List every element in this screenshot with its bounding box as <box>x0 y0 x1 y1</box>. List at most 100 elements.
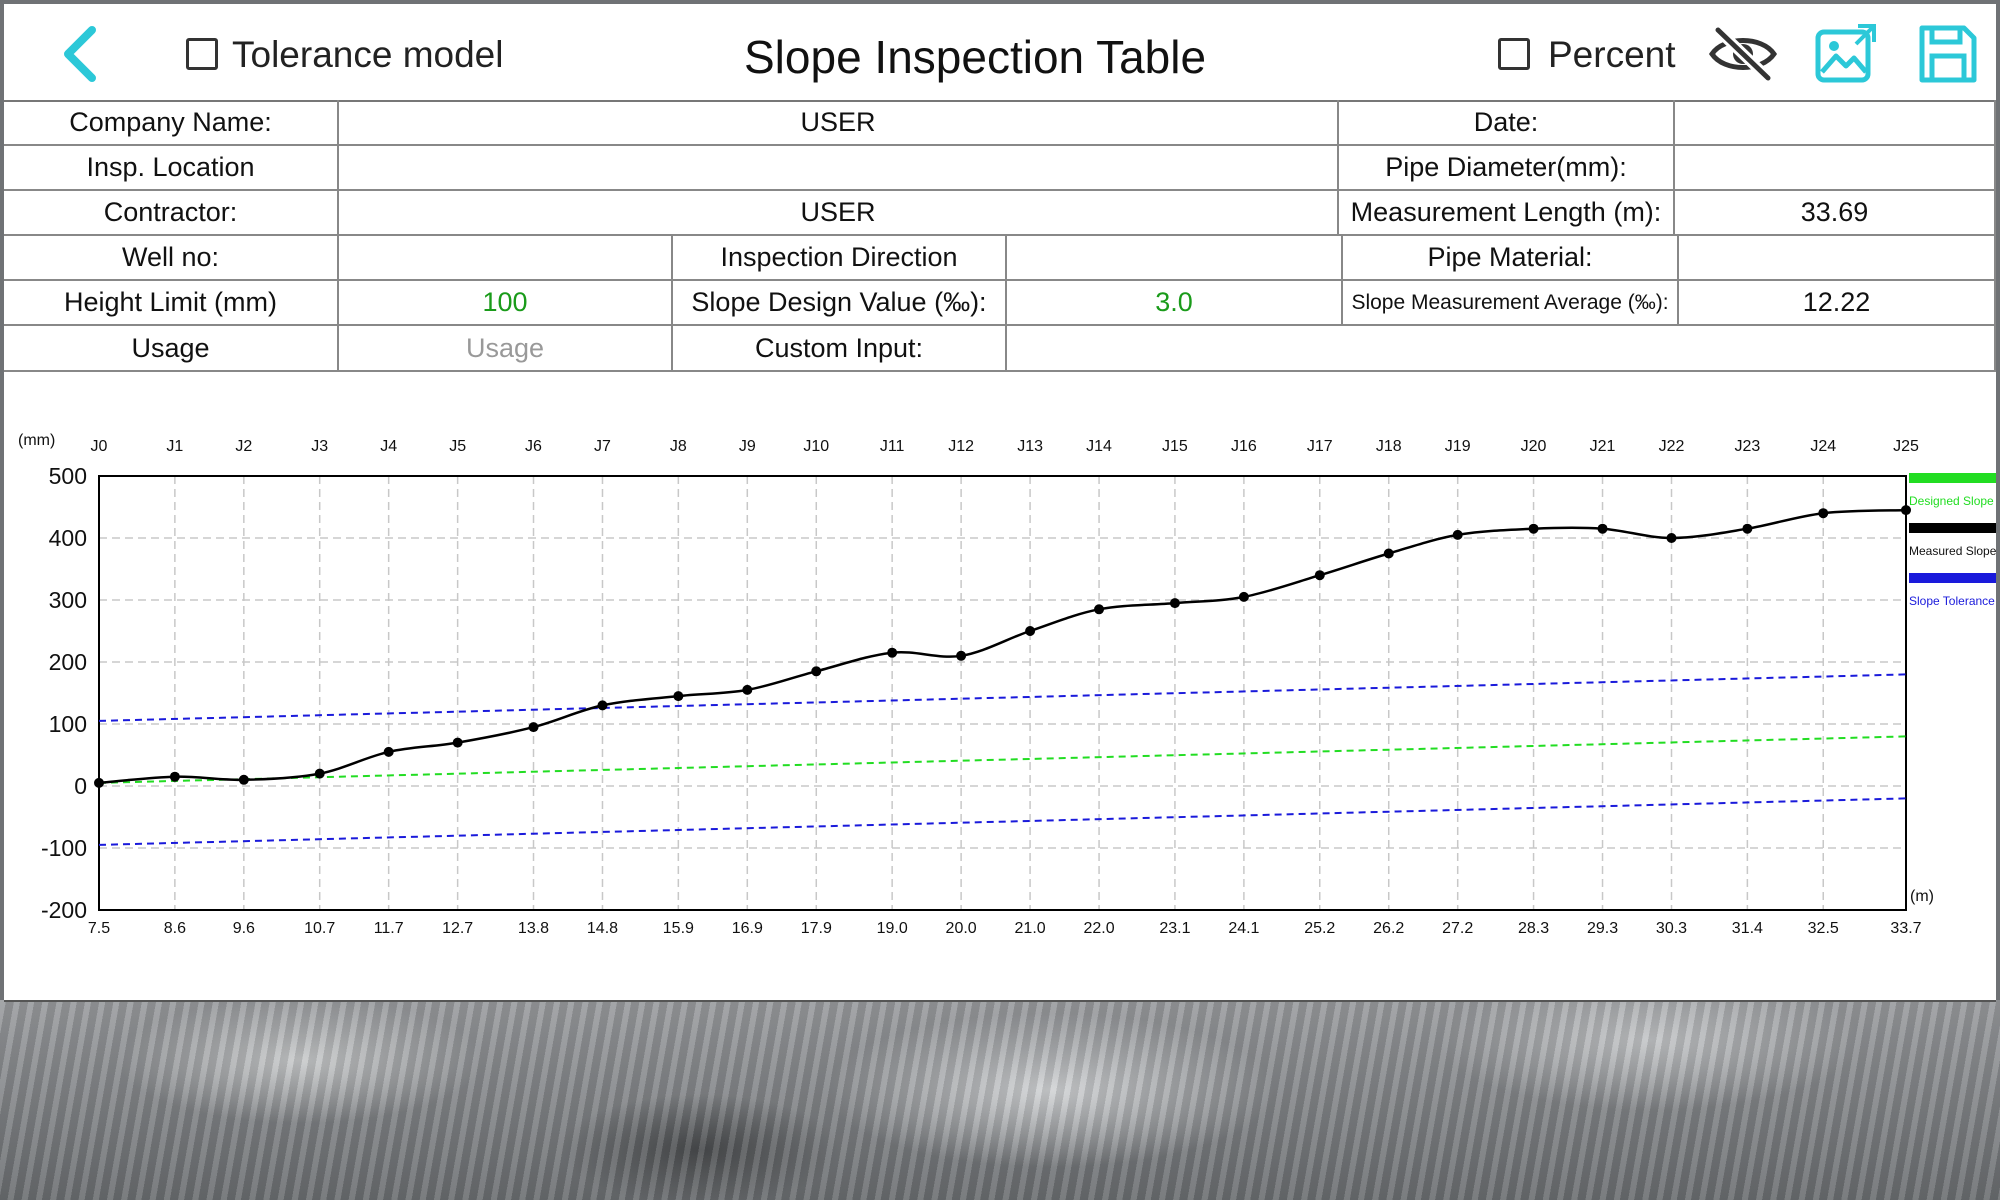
joint-label: J16 <box>1231 438 1257 455</box>
y-tick-label: 100 <box>49 711 87 737</box>
y-unit-label: (mm) <box>18 432 55 449</box>
joint-label: J2 <box>235 438 252 455</box>
measurement-length-label: Measurement Length (m): <box>1339 191 1675 236</box>
y-tick-label: 200 <box>49 649 87 675</box>
y-tick-label: 400 <box>49 525 87 551</box>
visibility-toggle-button[interactable] <box>1708 24 1778 89</box>
joint-label: J6 <box>525 438 542 455</box>
slope-design-field[interactable]: 3.0 <box>1007 281 1343 326</box>
measured-point <box>1901 505 1911 516</box>
measured-point <box>1597 523 1608 534</box>
y-tick-label: -200 <box>41 897 87 923</box>
x-tick-label: 29.3 <box>1587 920 1618 937</box>
x-tick-label: 20.0 <box>946 920 977 937</box>
percent-label: Percent <box>1548 34 1676 75</box>
measured-point <box>314 768 325 779</box>
legend-label: Designed Slope <box>1909 494 1994 508</box>
measured-point <box>1818 508 1829 519</box>
export-image-button[interactable] <box>1814 22 1878 91</box>
location-field[interactable] <box>339 146 1339 191</box>
joint-label: J15 <box>1162 438 1188 455</box>
contractor-label: Contractor: <box>4 191 339 236</box>
lower-tolerance-line <box>98 797 1907 846</box>
custom-input-field[interactable] <box>1007 326 1996 372</box>
company-field[interactable]: USER <box>339 100 1339 146</box>
x-tick-label: 7.5 <box>88 920 110 937</box>
measured-point <box>1094 604 1105 615</box>
joint-label: J12 <box>948 438 974 455</box>
direction-label: Inspection Direction <box>673 236 1007 281</box>
measurement-length-value: 33.69 <box>1675 191 1996 236</box>
y-tick-label: 0 <box>74 773 87 799</box>
y-tick-label: 500 <box>49 463 87 489</box>
x-tick-label: 19.0 <box>877 920 908 937</box>
measured-point <box>1169 598 1180 609</box>
measured-point <box>673 691 684 702</box>
x-tick-label: 16.9 <box>732 920 763 937</box>
designed-slope-line <box>98 735 1907 784</box>
joint-label: J1 <box>166 438 183 455</box>
x-tick-label: 30.3 <box>1656 920 1687 937</box>
measured-point <box>887 647 898 658</box>
slope-average-value: 12.22 <box>1679 281 1996 326</box>
joint-label: J21 <box>1590 438 1616 455</box>
legend-swatch <box>1909 523 1996 533</box>
measured-point <box>1742 523 1753 534</box>
measured-slope-line <box>98 508 1907 785</box>
y-tick-label: 300 <box>49 587 87 613</box>
page-title: Slope Inspection Table <box>744 31 1207 83</box>
joint-label: J13 <box>1017 438 1043 455</box>
usage-label: Usage <box>4 326 339 372</box>
x-tick-label: 14.8 <box>587 920 618 937</box>
pipe-material-field[interactable] <box>1679 236 1996 281</box>
measured-point <box>1452 529 1463 540</box>
measured-point <box>742 684 753 695</box>
percent-checkbox[interactable] <box>1498 38 1530 70</box>
slope-design-label: Slope Design Value (‰): <box>673 281 1007 326</box>
date-field[interactable] <box>1675 100 1996 146</box>
x-tick-label: 24.1 <box>1228 920 1259 937</box>
height-limit-field[interactable]: 100 <box>339 281 673 326</box>
measured-point <box>811 666 822 677</box>
joint-label: J18 <box>1376 438 1402 455</box>
top-toolbar: Tolerance model Slope Inspection Table P… <box>4 4 1996 102</box>
eye-off-icon <box>1708 26 1778 82</box>
date-label: Date: <box>1339 100 1675 146</box>
joint-label: J9 <box>739 438 756 455</box>
contractor-field[interactable]: USER <box>339 191 1339 236</box>
x-tick-label: 23.1 <box>1159 920 1190 937</box>
x-tick-label: 27.2 <box>1442 920 1473 937</box>
x-tick-label: 22.0 <box>1083 920 1114 937</box>
x-tick-label: 11.7 <box>374 920 404 937</box>
pipe-material-label: Pipe Material: <box>1343 236 1679 281</box>
well-field[interactable] <box>339 236 673 281</box>
measured-point <box>1238 591 1249 602</box>
joint-label: J4 <box>380 438 397 455</box>
well-label: Well no: <box>4 236 339 281</box>
x-tick-label: 13.8 <box>518 920 549 937</box>
pipe-diameter-label: Pipe Diameter(mm): <box>1339 146 1675 191</box>
tolerance-model-checkbox[interactable] <box>186 38 218 70</box>
joint-label: J11 <box>880 438 905 455</box>
joint-label: J14 <box>1086 438 1112 455</box>
x-unit-label: (m) <box>1910 888 1934 905</box>
x-tick-label: 9.6 <box>233 920 255 937</box>
back-button[interactable] <box>54 24 104 84</box>
direction-field[interactable] <box>1007 236 1343 281</box>
measured-point <box>1314 570 1325 581</box>
x-tick-label: 17.9 <box>801 920 832 937</box>
usage-field[interactable]: Usage <box>339 326 673 372</box>
y-tick-label: -100 <box>41 835 87 861</box>
x-tick-label: 31.4 <box>1732 920 1763 937</box>
save-button[interactable] <box>1916 22 1980 91</box>
joint-label: J17 <box>1307 438 1333 455</box>
joint-label: J7 <box>594 438 611 455</box>
measured-point <box>169 771 180 782</box>
joint-label: J22 <box>1659 438 1685 455</box>
x-tick-label: 26.2 <box>1373 920 1404 937</box>
pipe-diameter-field[interactable] <box>1675 146 1996 191</box>
joint-label: J20 <box>1521 438 1547 455</box>
measured-point <box>1383 548 1394 559</box>
measured-point <box>238 774 249 785</box>
joint-label: J3 <box>311 438 328 455</box>
